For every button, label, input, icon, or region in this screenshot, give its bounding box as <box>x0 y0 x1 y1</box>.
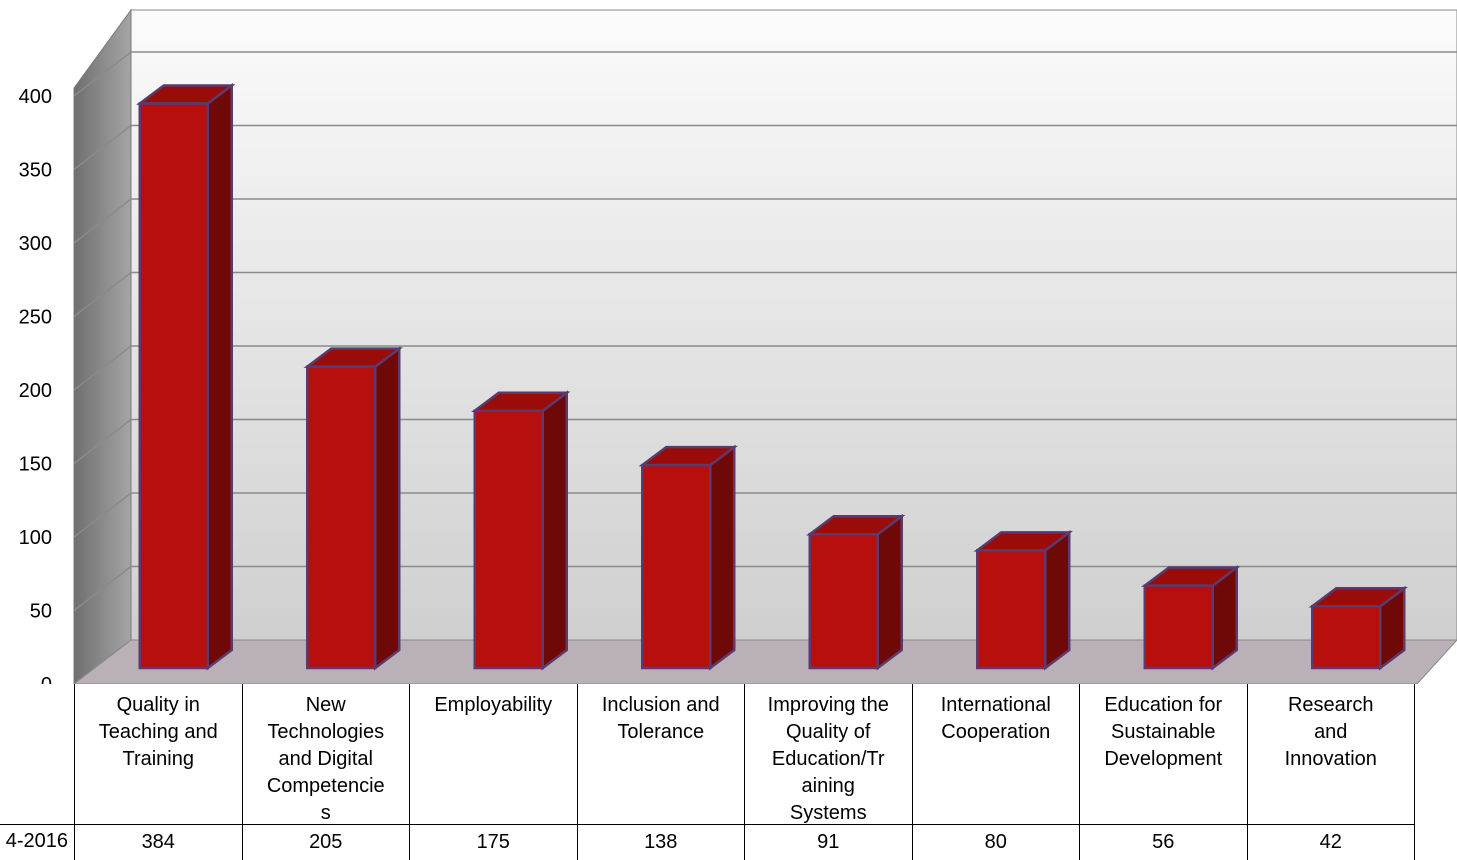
data-label: 91 <box>744 824 912 860</box>
gridline-side <box>73 271 132 318</box>
y-tick-label: 300 <box>19 233 52 255</box>
bar-side <box>876 513 903 671</box>
gridline-side <box>73 492 132 538</box>
bars <box>136 83 1408 671</box>
table-row-divider <box>0 824 74 825</box>
bar-front <box>1311 605 1382 670</box>
bar <box>973 529 1073 671</box>
data-label: 42 <box>1246 824 1414 860</box>
bar <box>471 390 571 671</box>
series-label: 4-2016 <box>5 830 68 852</box>
y-tick-label: 100 <box>19 527 52 549</box>
chart: 0 50 100 150 200 250 300 350 400 <box>19 8 1457 684</box>
y-axis-tick-labels: 0 50 100 150 200 250 300 350 400 <box>19 86 52 684</box>
bar-side <box>709 444 736 671</box>
bar-side <box>374 346 401 671</box>
category-label: Employability <box>409 684 577 824</box>
bar <box>1308 585 1408 671</box>
y-tick-label: 400 <box>19 86 52 108</box>
bar-front <box>1143 584 1214 670</box>
data-label: 80 <box>911 824 1079 860</box>
table-right-border <box>1414 684 1415 860</box>
gridline-side <box>73 124 132 171</box>
data-label: 56 <box>1079 824 1247 860</box>
bar-front <box>306 365 377 670</box>
y-tick-label: 350 <box>19 160 52 182</box>
bar-front <box>976 549 1047 670</box>
gridline-side <box>73 51 132 97</box>
bar-front <box>641 463 712 670</box>
category-label: Inclusion and Tolerance <box>576 684 745 824</box>
y-tick-label: 200 <box>19 380 52 402</box>
category-label: New Technologies and Digital Competencie… <box>241 684 410 824</box>
y-tick-label: 50 <box>30 601 52 623</box>
data-label: 205 <box>241 824 409 860</box>
gridline-side <box>73 418 132 465</box>
category-label: Research and Innovation <box>1246 684 1415 824</box>
y-tick-label: 150 <box>19 454 52 476</box>
category-label: Quality in Teaching and Training <box>74 684 242 824</box>
data-table: Quality in Teaching and Training New Tech… <box>0 684 1457 860</box>
bar <box>136 83 236 671</box>
bar <box>303 346 403 671</box>
gridline-side <box>73 565 132 612</box>
bar-front <box>138 102 209 670</box>
bar <box>806 513 906 671</box>
bar <box>1141 565 1241 671</box>
y-tick-label: 250 <box>19 307 52 329</box>
floor <box>73 639 1457 684</box>
y-tick-label: 0 <box>41 674 52 684</box>
bar-side <box>1044 529 1071 671</box>
chart-walls <box>73 8 1457 684</box>
bar-side <box>206 83 233 671</box>
gridline-side <box>73 345 132 391</box>
bar-front <box>808 532 879 670</box>
category-label: Improving the Quality of Education/Tr ai… <box>744 684 912 824</box>
category-label: Education for Sustainable Development <box>1079 684 1247 824</box>
bar-front <box>473 409 544 670</box>
side-wall <box>73 8 132 684</box>
data-label: 138 <box>576 824 744 860</box>
gridline-side <box>73 198 132 244</box>
data-label: 175 <box>409 824 577 860</box>
bar-side <box>541 390 568 671</box>
data-label: 384 <box>74 824 242 860</box>
bar <box>638 444 738 671</box>
category-label: International Cooperation <box>911 684 1080 824</box>
